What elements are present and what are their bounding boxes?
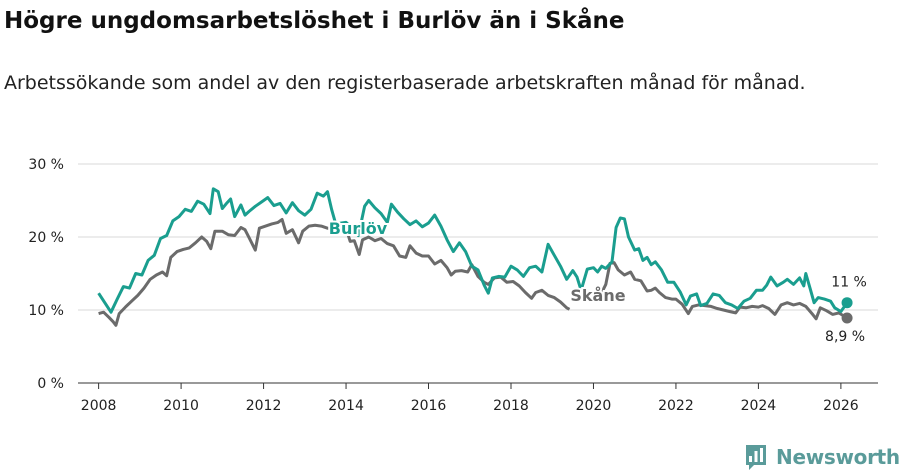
y-axis-ticks: 0 % 10 % 20 % 30 %	[28, 157, 64, 392]
newsworthy-logo[interactable]: Newsworthy	[744, 441, 900, 473]
x-tick-label: 2018	[493, 398, 529, 414]
x-tick-label: 2022	[658, 398, 694, 414]
skane-series-label: Skåne	[570, 286, 625, 305]
skane-line	[98, 218, 571, 327]
x-tick-label: 2010	[163, 398, 199, 414]
chart-subtitle: Arbetssökande som andel av den registerb…	[4, 72, 806, 94]
y-tick-label: 20 %	[28, 230, 64, 246]
x-axis: 2008 2010 2012 2014 2016 2018 2020 2022 2024 2026	[78, 382, 878, 414]
burlov-series-label: Burlöv	[329, 219, 388, 238]
x-tick-label: 2016	[411, 398, 447, 414]
burlov-end-dot	[841, 297, 853, 309]
grid-lines	[78, 163, 878, 311]
x-tick-label: 2024	[741, 398, 777, 414]
y-tick-label: 30 %	[28, 157, 64, 173]
skane-end-label: 8,9 %	[825, 329, 865, 345]
skane-end-dot	[841, 312, 853, 324]
brand-name: Newsworthy	[776, 445, 900, 469]
x-tick-label: 2020	[576, 398, 612, 414]
bar-chart-icon	[746, 445, 766, 470]
burlov-end-label: 11 %	[831, 275, 867, 291]
series-lines	[97, 187, 849, 327]
x-tick-label: 2026	[823, 398, 859, 414]
series-labels: 11 % 8,9 % Burlöv Skåne	[327, 217, 867, 345]
y-tick-label: 0 %	[37, 376, 64, 392]
x-tick-label: 2012	[246, 398, 282, 414]
x-tick-label: 2008	[81, 398, 117, 414]
chart-title: Högre ungdomsarbetslöshet i Burlöv än i …	[4, 8, 625, 34]
skane-line	[586, 261, 848, 321]
burlov-line	[97, 187, 849, 314]
y-tick-label: 10 %	[28, 303, 64, 319]
x-tick-label: 2014	[328, 398, 364, 414]
